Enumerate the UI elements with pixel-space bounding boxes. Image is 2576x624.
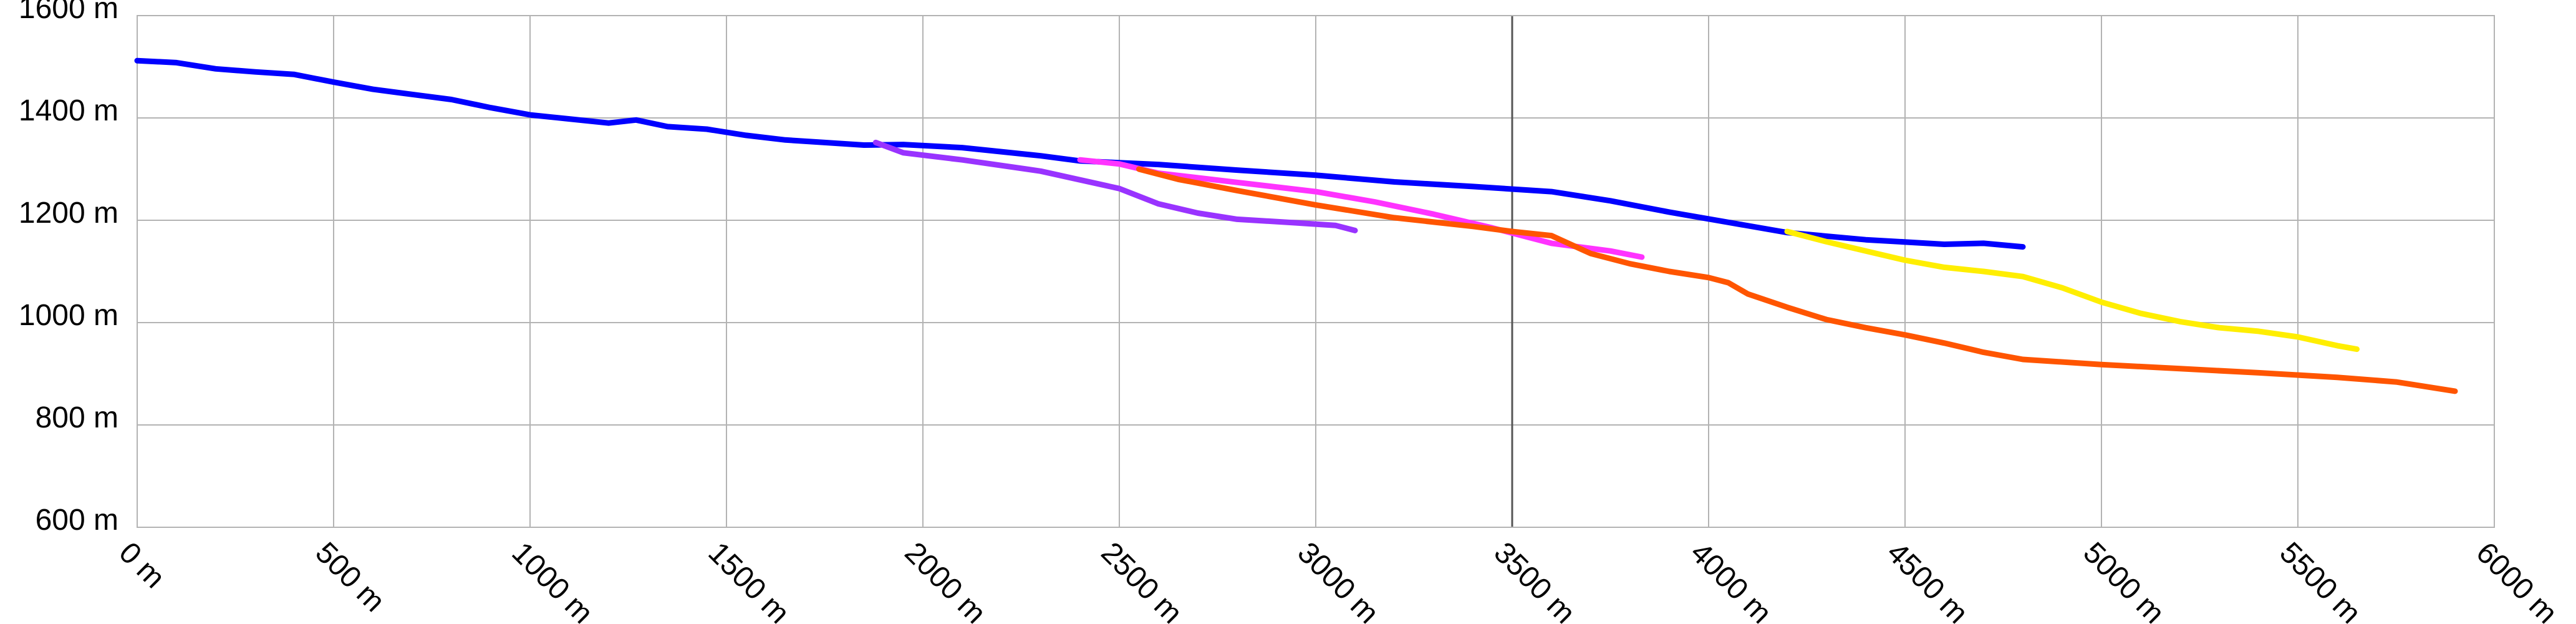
x-tick-label: 0 m xyxy=(112,536,171,595)
series-line-5 xyxy=(1784,228,2360,353)
x-tick-label: 2500 m xyxy=(1094,536,1189,624)
y-tick-label: 1200 m xyxy=(19,197,118,230)
y-tick-label: 1000 m xyxy=(19,299,118,332)
x-tick-label: 500 m xyxy=(309,536,391,618)
x-tick-label: 5000 m xyxy=(2077,536,2171,624)
x-tick-label: 1000 m xyxy=(505,536,599,624)
x-tick-label: 1500 m xyxy=(702,536,796,624)
y-tick-label: 800 m xyxy=(36,401,118,434)
x-tick-label: 2000 m xyxy=(898,536,992,624)
x-tick-label: 4500 m xyxy=(1880,536,1974,624)
x-tick-label: 5500 m xyxy=(2273,536,2367,624)
x-tick-label: 3000 m xyxy=(1291,536,1385,624)
plot-border xyxy=(137,15,2495,528)
series-line-1 xyxy=(134,57,2026,250)
x-tick-label: 6000 m xyxy=(2469,536,2564,624)
y-tick-label: 600 m xyxy=(36,504,118,537)
y-tick-label: 1600 m xyxy=(19,0,118,25)
y-tick-labels: 600 m 800 m 1000 m 1200 m 1400 m 1600 m xyxy=(19,0,118,537)
series-lines xyxy=(134,57,2458,394)
y-tick-label: 1400 m xyxy=(19,94,118,127)
axes xyxy=(137,15,2495,528)
x-tick-labels: 0 m 500 m 1000 m 1500 m 2000 m 2500 m 3000 m 35… xyxy=(112,536,2564,624)
series-line-4 xyxy=(1136,166,2458,394)
series-line-2 xyxy=(872,139,1358,233)
grid xyxy=(137,15,2495,528)
x-tick-label: 3500 m xyxy=(1487,536,1581,624)
x-tick-label: 4000 m xyxy=(1684,536,1778,624)
